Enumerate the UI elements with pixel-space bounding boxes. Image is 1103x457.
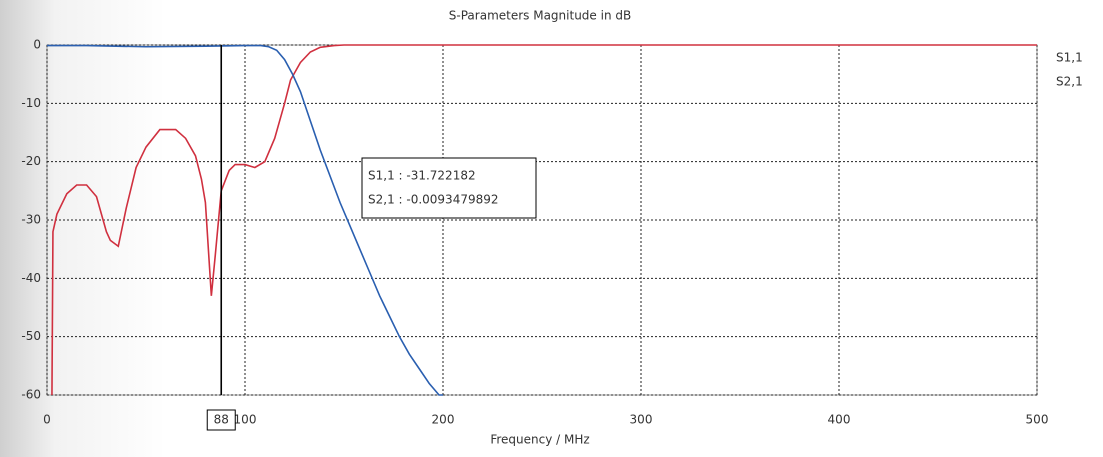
y-tick-label: -30 bbox=[21, 213, 41, 227]
legend-label: S1,1 bbox=[1056, 51, 1083, 65]
x-tick-label: 300 bbox=[630, 413, 653, 427]
series-line bbox=[51, 44, 1037, 396]
x-tick-label: 500 bbox=[1026, 413, 1049, 427]
marker-box bbox=[206, 409, 236, 431]
marker-label: 88 bbox=[214, 413, 229, 427]
y-tick-label: -50 bbox=[21, 329, 41, 343]
x-tick-label: 200 bbox=[432, 413, 455, 427]
y-tick-label: -60 bbox=[21, 388, 41, 402]
series-line bbox=[47, 44, 443, 396]
y-tick-label: -10 bbox=[21, 96, 41, 110]
legend-label: S2,1 bbox=[1056, 75, 1083, 89]
x-tick-label: 0 bbox=[43, 413, 51, 427]
annotation: S1,1 : -31.722182 bbox=[368, 169, 476, 183]
annotation: S2,1 : -0.0093479892 bbox=[368, 193, 499, 207]
y-tick-label: -20 bbox=[21, 154, 41, 168]
x-axis-label: Frequency / MHz bbox=[490, 433, 589, 447]
y-tick-label: 0 bbox=[33, 38, 41, 52]
x-tick-label: 400 bbox=[828, 413, 851, 427]
y-tick-label: -40 bbox=[21, 271, 41, 285]
annotation-box bbox=[361, 157, 537, 219]
x-tick-label: 100 bbox=[234, 413, 257, 427]
chart-title: S-Parameters Magnitude in dB bbox=[449, 9, 631, 23]
